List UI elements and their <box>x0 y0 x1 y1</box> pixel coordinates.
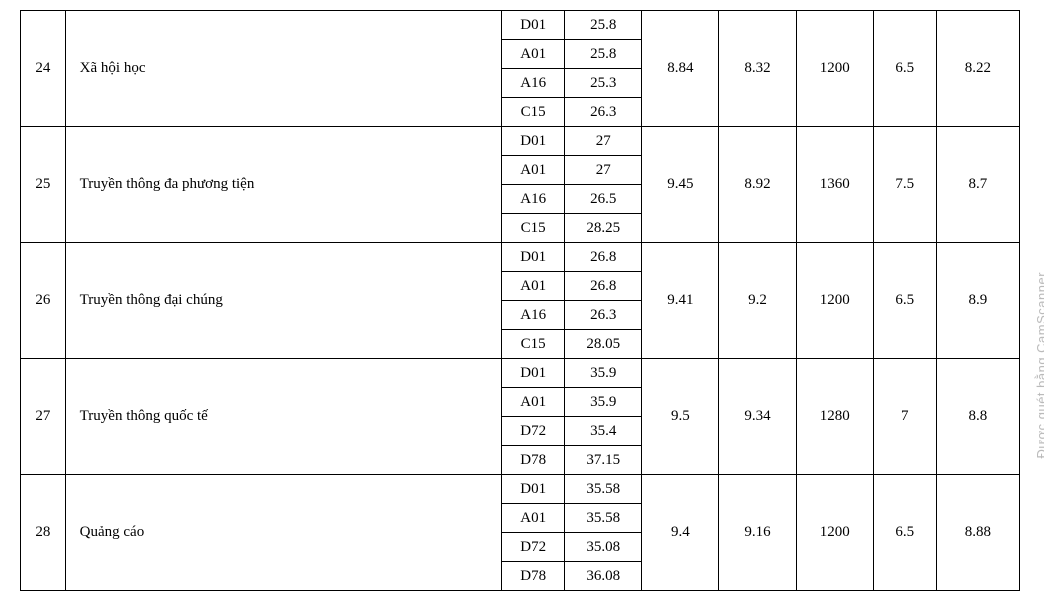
col-b: 9.16 <box>719 475 796 591</box>
major-name: Truyền thông quốc tế <box>65 359 502 475</box>
subject-code: A16 <box>502 185 565 214</box>
subject-code: A16 <box>502 69 565 98</box>
major-name: Quảng cáo <box>65 475 502 591</box>
subject-score: 26.3 <box>565 98 642 127</box>
row-index: 28 <box>21 475 66 591</box>
subject-code: A16 <box>502 301 565 330</box>
subject-score: 35.9 <box>565 359 642 388</box>
col-e: 8.7 <box>936 127 1019 243</box>
subject-score: 26.8 <box>565 243 642 272</box>
major-name: Truyền thông đa phương tiện <box>65 127 502 243</box>
subject-score: 25.3 <box>565 69 642 98</box>
subject-code: D01 <box>502 475 565 504</box>
col-c: 1200 <box>796 11 873 127</box>
col-e: 8.22 <box>936 11 1019 127</box>
row-index: 24 <box>21 11 66 127</box>
col-d: 7.5 <box>873 127 936 243</box>
scores-table: 24Xã hội họcD0125.88.848.3212006.58.22A0… <box>20 10 1020 591</box>
subject-score: 27 <box>565 156 642 185</box>
row-index: 25 <box>21 127 66 243</box>
col-e: 8.88 <box>936 475 1019 591</box>
col-b: 9.34 <box>719 359 796 475</box>
subject-score: 35.9 <box>565 388 642 417</box>
subject-code: D01 <box>502 359 565 388</box>
subject-score: 26.8 <box>565 272 642 301</box>
table-row: 28Quảng cáoD0135.589.49.1612006.58.88 <box>21 475 1020 504</box>
col-d: 6.5 <box>873 243 936 359</box>
major-name: Xã hội học <box>65 11 502 127</box>
subject-code: A01 <box>502 40 565 69</box>
subject-code: A01 <box>502 388 565 417</box>
subject-code: D72 <box>502 417 565 446</box>
major-name: Truyền thông đại chúng <box>65 243 502 359</box>
col-a: 9.5 <box>642 359 719 475</box>
col-d: 6.5 <box>873 475 936 591</box>
col-a: 9.4 <box>642 475 719 591</box>
subject-score: 37.15 <box>565 446 642 475</box>
subject-score: 35.58 <box>565 475 642 504</box>
subject-code: D01 <box>502 11 565 40</box>
subject-code: D01 <box>502 127 565 156</box>
col-a: 9.41 <box>642 243 719 359</box>
col-b: 9.2 <box>719 243 796 359</box>
subject-code: A01 <box>502 272 565 301</box>
subject-score: 27 <box>565 127 642 156</box>
subject-score: 25.8 <box>565 11 642 40</box>
subject-code: A01 <box>502 156 565 185</box>
subject-score: 35.08 <box>565 533 642 562</box>
col-d: 6.5 <box>873 11 936 127</box>
subject-code: D72 <box>502 533 565 562</box>
scanner-watermark: Được quét bằng CamScanner <box>1035 272 1044 459</box>
table-row: 24Xã hội họcD0125.88.848.3212006.58.22 <box>21 11 1020 40</box>
col-d: 7 <box>873 359 936 475</box>
row-index: 27 <box>21 359 66 475</box>
subject-code: C15 <box>502 214 565 243</box>
col-e: 8.8 <box>936 359 1019 475</box>
subject-code: D78 <box>502 562 565 591</box>
subject-score: 36.08 <box>565 562 642 591</box>
subject-code: C15 <box>502 98 565 127</box>
row-index: 26 <box>21 243 66 359</box>
subject-score: 28.25 <box>565 214 642 243</box>
subject-score: 35.58 <box>565 504 642 533</box>
subject-score: 28.05 <box>565 330 642 359</box>
table-row: 25Truyền thông đa phương tiệnD01279.458.… <box>21 127 1020 156</box>
subject-code: C15 <box>502 330 565 359</box>
col-c: 1200 <box>796 475 873 591</box>
subject-score: 26.3 <box>565 301 642 330</box>
col-a: 9.45 <box>642 127 719 243</box>
subject-code: D78 <box>502 446 565 475</box>
table-row: 26Truyền thông đại chúngD0126.89.419.212… <box>21 243 1020 272</box>
col-a: 8.84 <box>642 11 719 127</box>
col-b: 8.32 <box>719 11 796 127</box>
subject-score: 25.8 <box>565 40 642 69</box>
col-c: 1280 <box>796 359 873 475</box>
col-c: 1200 <box>796 243 873 359</box>
col-c: 1360 <box>796 127 873 243</box>
subject-code: A01 <box>502 504 565 533</box>
col-e: 8.9 <box>936 243 1019 359</box>
col-b: 8.92 <box>719 127 796 243</box>
subject-code: D01 <box>502 243 565 272</box>
subject-score: 35.4 <box>565 417 642 446</box>
table-row: 27Truyền thông quốc tếD0135.99.59.341280… <box>21 359 1020 388</box>
subject-score: 26.5 <box>565 185 642 214</box>
